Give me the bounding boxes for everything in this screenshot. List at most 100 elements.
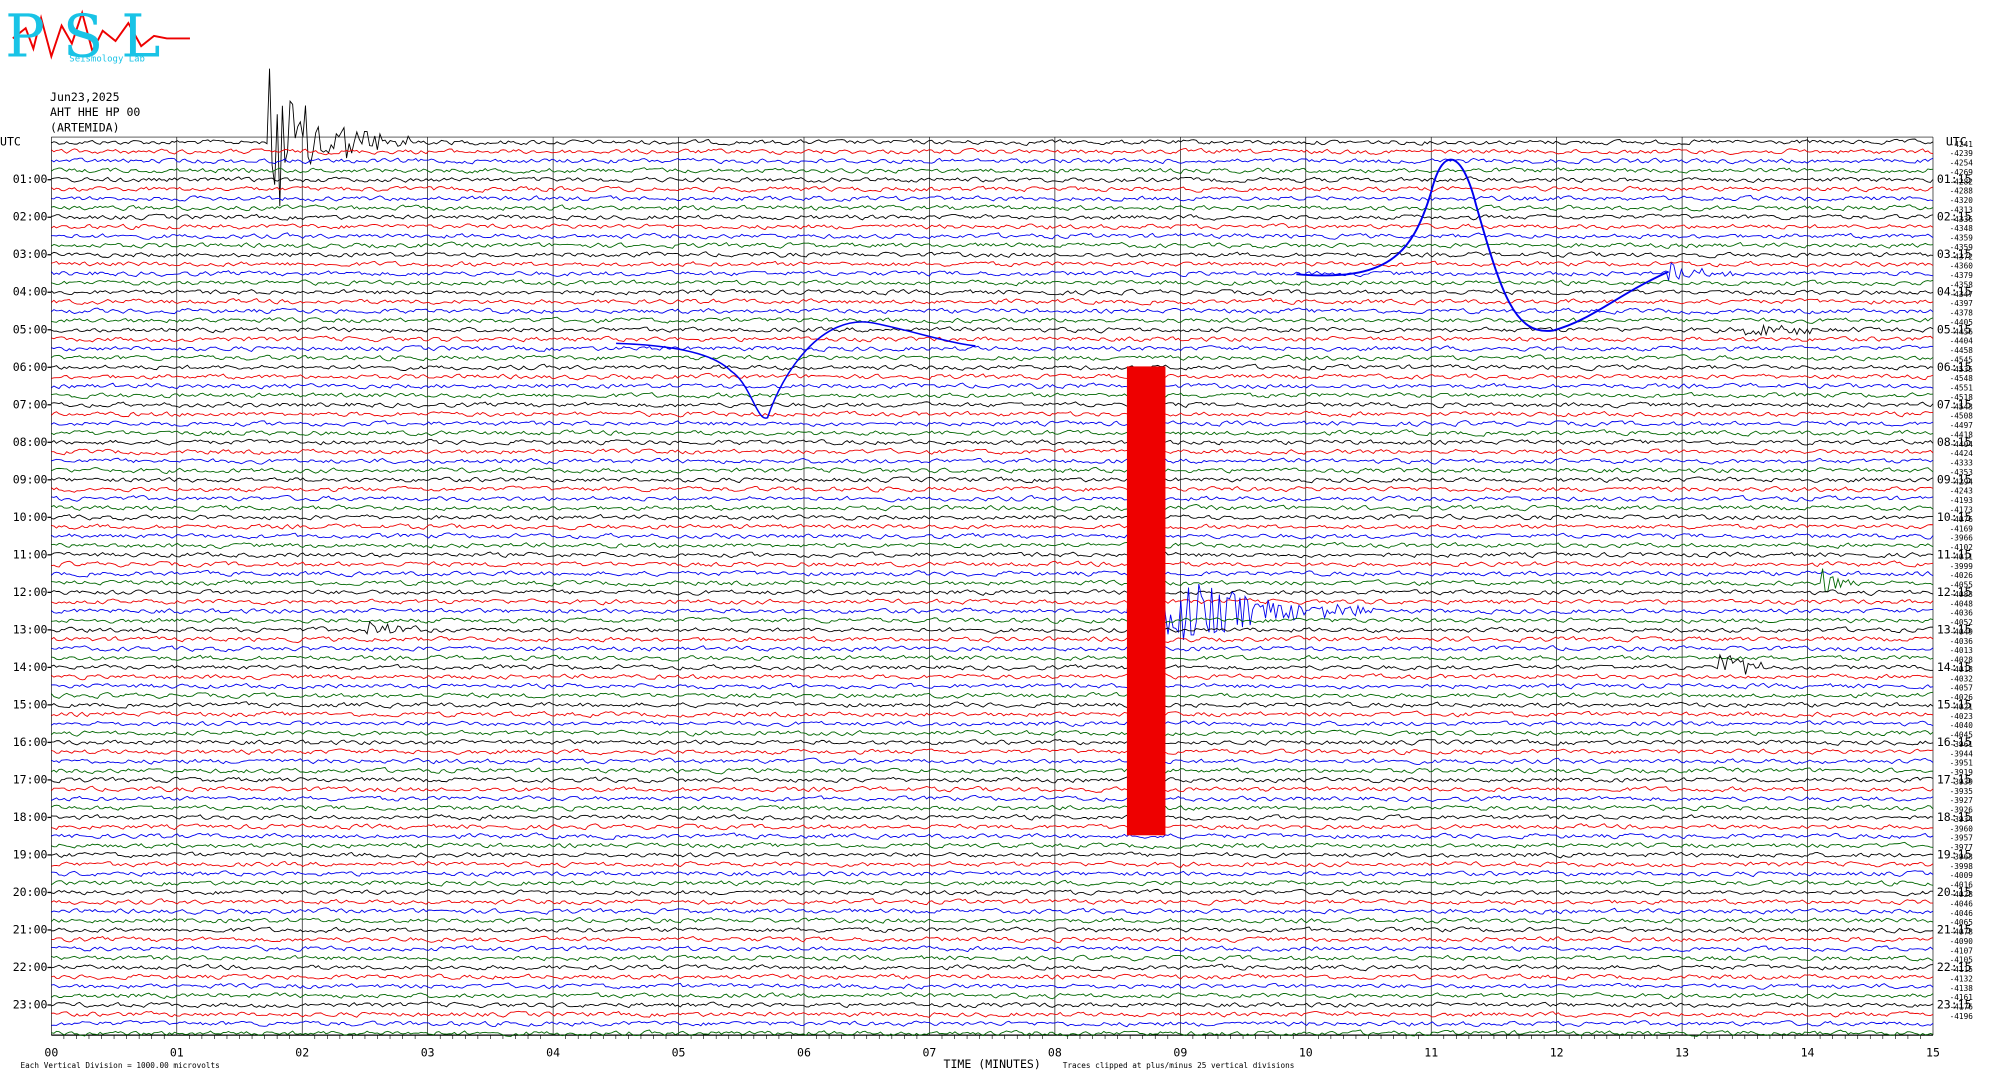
trace (51, 926, 1934, 934)
left-title: UTC (0, 135, 21, 149)
trace (51, 973, 1934, 981)
trace (51, 297, 1934, 306)
offset-label: -4378 (1950, 309, 1974, 318)
offset-label: -4348 (1950, 224, 1974, 233)
x-tick-label: 15 (1926, 1046, 1940, 1060)
hour-label: 21:15 (1937, 922, 1972, 936)
trace (51, 785, 1934, 793)
location: (ARTEMIDA) (50, 121, 120, 135)
hour-label: 16:15 (1937, 735, 1972, 749)
offset-label: -4032 (1950, 674, 1973, 683)
offset-label: -4013 (1950, 646, 1974, 655)
trace (51, 823, 1933, 831)
offset-label: -4353 (1950, 468, 1974, 477)
offset-label: -4336 (1950, 215, 1974, 224)
offset-label: -4360 (1950, 262, 1974, 271)
offset-label: -4288 (1950, 187, 1974, 196)
date: Jun23,2025 (50, 90, 120, 104)
trace (51, 870, 1934, 878)
offset-label: -4320 (1950, 196, 1974, 205)
offset-label: -3960 (1950, 824, 1974, 833)
offset-label: -4026 (1950, 571, 1974, 580)
trace (51, 157, 1934, 165)
trace (51, 467, 1934, 474)
offset-label: -4052 (1950, 618, 1973, 627)
offset-label: -4090 (1950, 937, 1974, 946)
x-tick-label: 10 (1299, 1046, 1313, 1060)
trace (51, 288, 1934, 296)
offset-label: -4397 (1950, 299, 1974, 308)
trace (51, 251, 1934, 259)
offset-label: -3927 (1950, 796, 1974, 805)
trace (51, 851, 1934, 859)
offset-label: -4048 (1950, 599, 1974, 608)
trace (51, 429, 1934, 437)
x-tick-label: 04 (546, 1046, 560, 1060)
hour-label: 01:15 (1937, 172, 1972, 186)
offset-label: -4405 (1950, 318, 1974, 327)
x-tick-label: 00 (44, 1046, 58, 1060)
trace (51, 513, 1933, 521)
offset-label: -4076 (1950, 515, 1974, 524)
trace (51, 691, 1934, 699)
trace (51, 382, 1934, 390)
hour-label: 19:00 (13, 847, 48, 861)
hour-label: 22:15 (1937, 960, 1972, 974)
offset-label: -4372 (1950, 252, 1973, 261)
offset-label: -4132 (1950, 974, 1973, 983)
trace (51, 729, 1934, 737)
offset-label: -4105 (1950, 956, 1974, 965)
trace (51, 992, 1934, 1000)
hour-label: 13:15 (1937, 622, 1972, 636)
hour-label: 17:15 (1937, 772, 1972, 786)
trace (51, 260, 1934, 268)
footer-right: Traces clipped at plus/minus 25 vertical… (1063, 1061, 1295, 1070)
x-tick-label: 09 (1173, 1046, 1187, 1060)
hour-label: 02:15 (1937, 210, 1972, 224)
trace (51, 794, 1934, 803)
hour-label: 11:15 (1937, 547, 1972, 561)
hour-label: 03:15 (1937, 247, 1972, 261)
offset-label: -3963 (1950, 852, 1974, 861)
offset-label: -4379 (1950, 271, 1974, 280)
offset-label: -4036 (1950, 609, 1974, 618)
offset-label: -4083 (1950, 590, 1974, 599)
offset-label: -4294 (1950, 477, 1974, 486)
offset-label: -3934 (1950, 815, 1974, 824)
trace (51, 335, 1934, 343)
hour-label: 22:00 (13, 960, 48, 974)
hour-label: 18:00 (13, 810, 48, 824)
trace (51, 504, 1934, 512)
offset-label: -4173 (1950, 506, 1974, 515)
trace (51, 757, 1934, 765)
offset-label: -4023 (1950, 712, 1974, 721)
x-tick-label: 06 (797, 1046, 811, 1060)
offset-label: -3998 (1950, 862, 1974, 871)
offset-label: -4046 (1950, 909, 1974, 918)
trace (51, 223, 1934, 231)
offset-label: -4508 (1950, 412, 1974, 421)
trace (51, 814, 1934, 821)
trace (51, 323, 1934, 337)
x-tick-label: 05 (672, 1046, 686, 1060)
trace (51, 344, 1934, 353)
hour-label: 16:00 (13, 735, 48, 749)
offset-label: -4040 (1950, 721, 1974, 730)
trace (51, 898, 1933, 906)
offset-label: -3957 (1950, 834, 1974, 843)
trace (51, 710, 1934, 718)
offset-label: -4055 (1950, 581, 1974, 590)
offset-label: -4009 (1950, 871, 1974, 880)
offset-label: -4078 (1950, 928, 1974, 937)
trace (51, 241, 1934, 250)
trace (51, 262, 1934, 281)
trace (51, 673, 1934, 681)
trace (51, 485, 1934, 493)
offset-label: -4543 (1950, 402, 1974, 411)
offset-label: -4424 (1950, 449, 1974, 458)
hour-label: 15:00 (13, 697, 48, 711)
trace (51, 654, 1934, 662)
logo: PSL Seismology Lab (5, 2, 190, 71)
offset-label: -4243 (1950, 487, 1974, 496)
offset-label: -3944 (1950, 749, 1974, 758)
